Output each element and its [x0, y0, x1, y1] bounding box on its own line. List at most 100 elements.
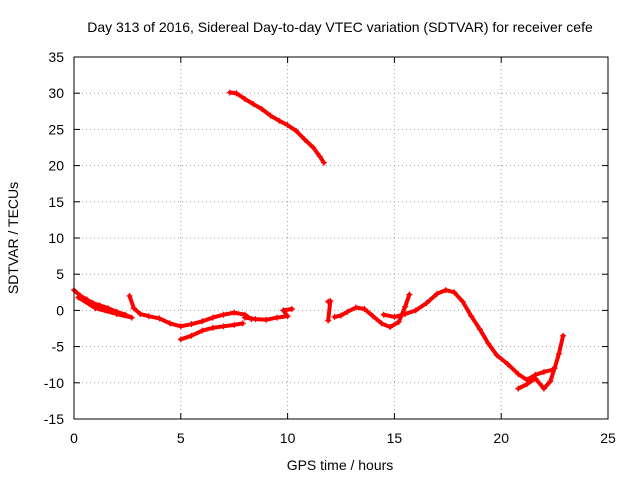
y-tick-label: -10 — [44, 375, 64, 391]
chart-title: Day 313 of 2016, Sidereal Day-to-day VTE… — [87, 19, 593, 35]
series-arc-3 — [177, 320, 246, 343]
data-point-marker — [92, 305, 99, 312]
data-point-marker — [188, 321, 195, 328]
data-point-marker — [273, 314, 280, 321]
data-point-marker — [209, 324, 216, 331]
data-point-marker — [199, 327, 206, 334]
data-point-marker — [412, 307, 419, 314]
data-point-marker — [380, 311, 387, 318]
data-point-marker — [391, 313, 398, 320]
data-point-marker — [145, 313, 152, 320]
data-point-marker — [402, 311, 409, 318]
y-tick-label: 15 — [48, 194, 64, 210]
data-point-marker — [226, 89, 233, 96]
data-point-marker — [551, 365, 558, 372]
x-tick-label: 0 — [70, 430, 78, 446]
series-arc-6 — [325, 297, 334, 324]
data-point-marker — [402, 303, 409, 310]
data-point-marker — [370, 313, 377, 320]
data-point-marker — [361, 305, 368, 312]
data-point-marker — [301, 136, 308, 143]
data-point-marker — [493, 352, 500, 359]
y-tick-label: 20 — [48, 158, 64, 174]
data-point-marker — [241, 314, 248, 321]
data-point-marker — [442, 287, 449, 294]
data-point-marker — [122, 311, 129, 318]
data-point-marker — [284, 122, 291, 129]
data-point-marker — [532, 375, 539, 382]
data-point-marker — [352, 304, 359, 311]
data-point-marker — [540, 368, 547, 375]
x-tick-label: 10 — [280, 430, 296, 446]
y-axis-label: SDTVAR / TECUs — [5, 182, 21, 294]
data-point-marker — [327, 297, 334, 304]
series-arc-9 — [515, 332, 567, 392]
y-tick-label: 0 — [56, 302, 64, 318]
data-point-marker — [320, 159, 327, 166]
data-point-marker — [325, 317, 332, 324]
x-tick-label: 15 — [387, 430, 403, 446]
x-tick-label: 5 — [177, 430, 185, 446]
data-point-marker — [515, 385, 522, 392]
x-tick-label: 25 — [600, 430, 616, 446]
data-point-marker — [280, 307, 287, 314]
series-arc-5 — [226, 89, 327, 166]
data-point-marker — [239, 320, 246, 327]
data-point-marker — [231, 309, 238, 316]
data-point-marker — [267, 112, 274, 119]
data-point-marker — [167, 320, 174, 327]
data-point-marker — [105, 305, 112, 312]
data-point-marker — [468, 313, 475, 320]
data-point-marker — [250, 101, 257, 108]
data-point-marker — [485, 340, 492, 347]
data-point-marker — [199, 318, 206, 325]
data-point-marker — [96, 302, 103, 309]
data-point-marker — [504, 360, 511, 367]
data-point-marker — [83, 296, 90, 303]
x-tick-label: 20 — [493, 430, 509, 446]
data-point-marker — [316, 153, 323, 160]
data-point-marker — [75, 294, 82, 301]
data-point-marker — [523, 381, 530, 388]
grid — [74, 57, 608, 419]
y-tick-label: 5 — [56, 266, 64, 282]
data-point-marker — [284, 313, 291, 320]
data-point-marker — [459, 298, 466, 305]
data-point-marker — [177, 323, 184, 330]
data-point-marker — [288, 305, 295, 312]
data-point-marker — [555, 350, 562, 357]
series-trace — [516, 333, 566, 391]
data-point-marker — [293, 127, 300, 134]
data-point-marker — [515, 371, 522, 378]
data-point-marker — [344, 308, 351, 315]
x-axis-label: GPS time / hours — [287, 457, 394, 473]
data-point-marker — [434, 290, 441, 297]
data-point-marker — [263, 316, 270, 323]
data-point-marker — [378, 320, 385, 327]
data-point-marker — [137, 311, 144, 318]
axis-ticks: 0 5 10 15 20 25 -15 -10 -5 0 5 10 15 20 25 30 35 — [44, 49, 616, 446]
y-tick-label: 35 — [48, 49, 64, 65]
data-point-marker — [476, 326, 483, 333]
data-point-marker — [560, 332, 567, 339]
series-arc-4 — [241, 305, 295, 323]
y-tick-label: -5 — [52, 339, 65, 355]
y-tick-label: 10 — [48, 230, 64, 246]
data-point-marker — [233, 90, 240, 97]
data-point-marker — [220, 323, 227, 330]
data-point-marker — [130, 305, 137, 312]
data-point-marker — [406, 291, 413, 298]
y-tick-label: -15 — [44, 411, 64, 427]
data-point-marker — [126, 292, 133, 299]
data-point-marker — [209, 314, 216, 321]
data-point-marker — [540, 385, 547, 392]
series-trace — [72, 288, 134, 320]
data-point-marker — [113, 311, 120, 318]
data-point-marker — [547, 378, 554, 385]
data-point-marker — [231, 321, 238, 328]
data-point-marker — [423, 300, 430, 307]
data-point-marker — [252, 316, 259, 323]
data-point-marker — [220, 311, 227, 318]
